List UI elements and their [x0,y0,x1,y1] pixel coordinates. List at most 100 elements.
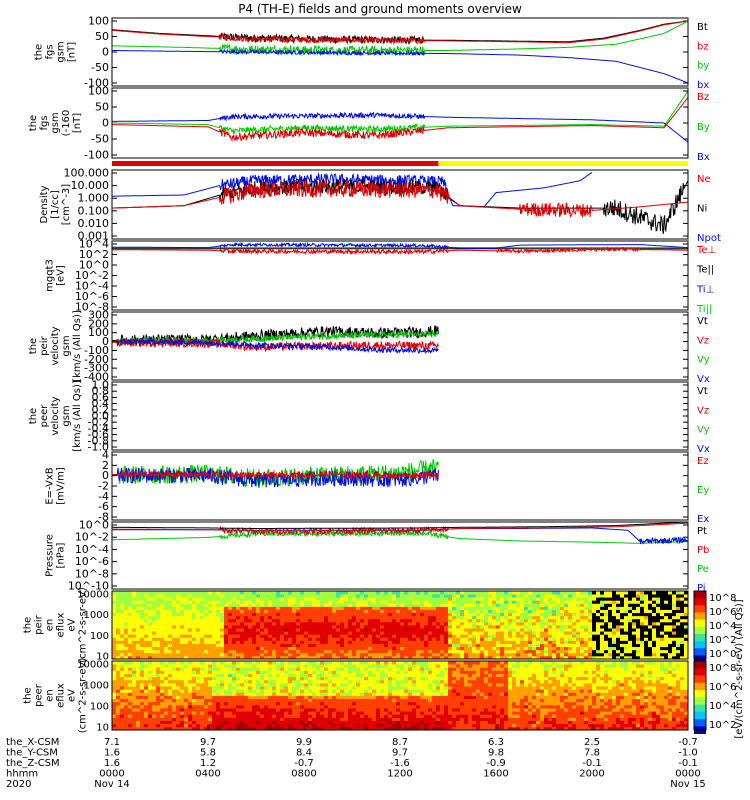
spectrogram-cell [252,686,257,690]
spectrogram-cell [476,628,481,632]
spectrogram-cell [236,594,241,598]
spectrogram-cell [340,689,345,693]
spectrogram-cell [424,628,429,632]
spectrogram-cell [596,603,601,607]
spectrogram-cell [124,701,129,706]
spectrogram-cell [400,640,405,644]
spectrogram-cell [572,634,577,638]
spectrogram-cell [428,640,433,644]
spectrogram-cell [416,600,421,604]
spectrogram-cell [160,704,165,709]
spectrogram-cell [424,640,429,644]
spectrogram-cell [324,711,329,715]
spectrogram-cell [460,655,465,660]
spectrogram-cell [552,621,557,626]
spectrogram-cell [340,615,345,620]
spectrogram-cell [504,643,509,648]
spectrogram-cell [204,698,209,703]
spectrogram-cell [172,621,177,626]
spectrogram-cell [116,723,121,728]
spectrogram-cell [192,597,197,601]
spectrogram-cell [120,606,125,610]
spectrogram-cell [632,628,637,632]
spectrogram-cell [132,676,137,681]
spectrogram-cell [424,612,429,617]
spectrogram-cell [616,591,621,595]
spectrogram-cell [276,664,281,668]
spectrogram-cell [368,652,373,657]
spectrogram-cell [344,643,349,648]
spectrogram-cell [608,594,613,598]
spectrogram-cell [280,655,285,660]
spectrogram-cell [636,652,641,657]
spectrogram-cell [684,597,689,601]
spectrogram-cell [232,637,237,641]
spectrogram-cell [116,652,121,657]
spectrogram-cell [352,695,357,700]
spectrogram-cell [472,655,477,660]
spectrogram-cell [132,603,137,607]
spectrogram-cell [404,594,409,598]
spectrogram-cell [352,597,357,601]
spectrogram-cell [404,603,409,607]
spectrogram-cell [152,609,157,614]
spectrogram-cell [612,621,617,626]
spectrogram-cell [196,643,201,648]
y-tick-label: -50 [91,133,109,146]
spectrogram-cell [256,618,261,623]
spectrogram-cell [344,692,349,696]
spectrogram-cell [120,597,125,601]
spectrogram-cell [156,704,161,709]
spectrogram-cell [308,686,313,690]
spectrogram-cell [244,701,249,706]
spectrogram-cell [364,649,369,654]
spectrogram-cell [344,640,349,644]
spectrogram-cell [516,591,521,595]
spectrogram-cell [396,652,401,657]
y-tick-label: -100 [84,77,109,90]
spectrogram-cell [336,664,341,668]
spectrogram-cell [352,661,357,665]
spectrogram-cell [248,701,253,706]
spectrogram-cell [516,652,521,657]
spectrogram-cell [292,640,297,644]
spectrogram-cell [280,646,285,651]
spectrogram-cell [232,606,237,610]
spectrogram-cell [252,723,257,728]
spectrogram-cell [244,612,249,617]
spectrogram-cell [140,708,145,712]
spectrogram-cell [204,603,209,607]
spectrogram-cell [616,634,621,638]
spectrogram-cell [276,676,281,681]
spectrogram-cell [200,643,205,648]
spectrogram-cell [232,670,237,674]
y-axis-label: the [28,408,39,424]
spectrogram-cell [220,652,225,657]
spectrogram-cell [512,594,517,598]
spectrogram-cell [572,643,577,648]
spectrogram-cell [600,618,605,623]
spectrogram-cell [232,640,237,644]
series-line-Bx [112,111,689,143]
spectrogram-cell [652,640,657,644]
spectrogram-cell [204,676,209,681]
spectrogram-cell [536,618,541,623]
spectrogram-cell [232,720,237,725]
spectrogram-cell [268,676,273,681]
spectrogram-cell [436,628,441,632]
spectrogram-cell [308,634,313,638]
spectrogram-cell [660,600,665,604]
spectrogram-cell [580,618,585,623]
spectrogram-cell [272,606,277,610]
spectrogram-cell [132,714,137,718]
spectrogram-cell [172,717,177,721]
spectrogram-cell [348,701,353,706]
spectrogram-cell [204,692,209,696]
spectrogram-cell [244,670,249,674]
spectrogram-cell [364,714,369,718]
spectrogram-cell [212,701,217,706]
spectrogram-cell [656,640,661,644]
spectrogram-cell [464,612,469,617]
spectrogram-cell [200,603,205,607]
y-axis-label: [eV] [56,265,67,286]
